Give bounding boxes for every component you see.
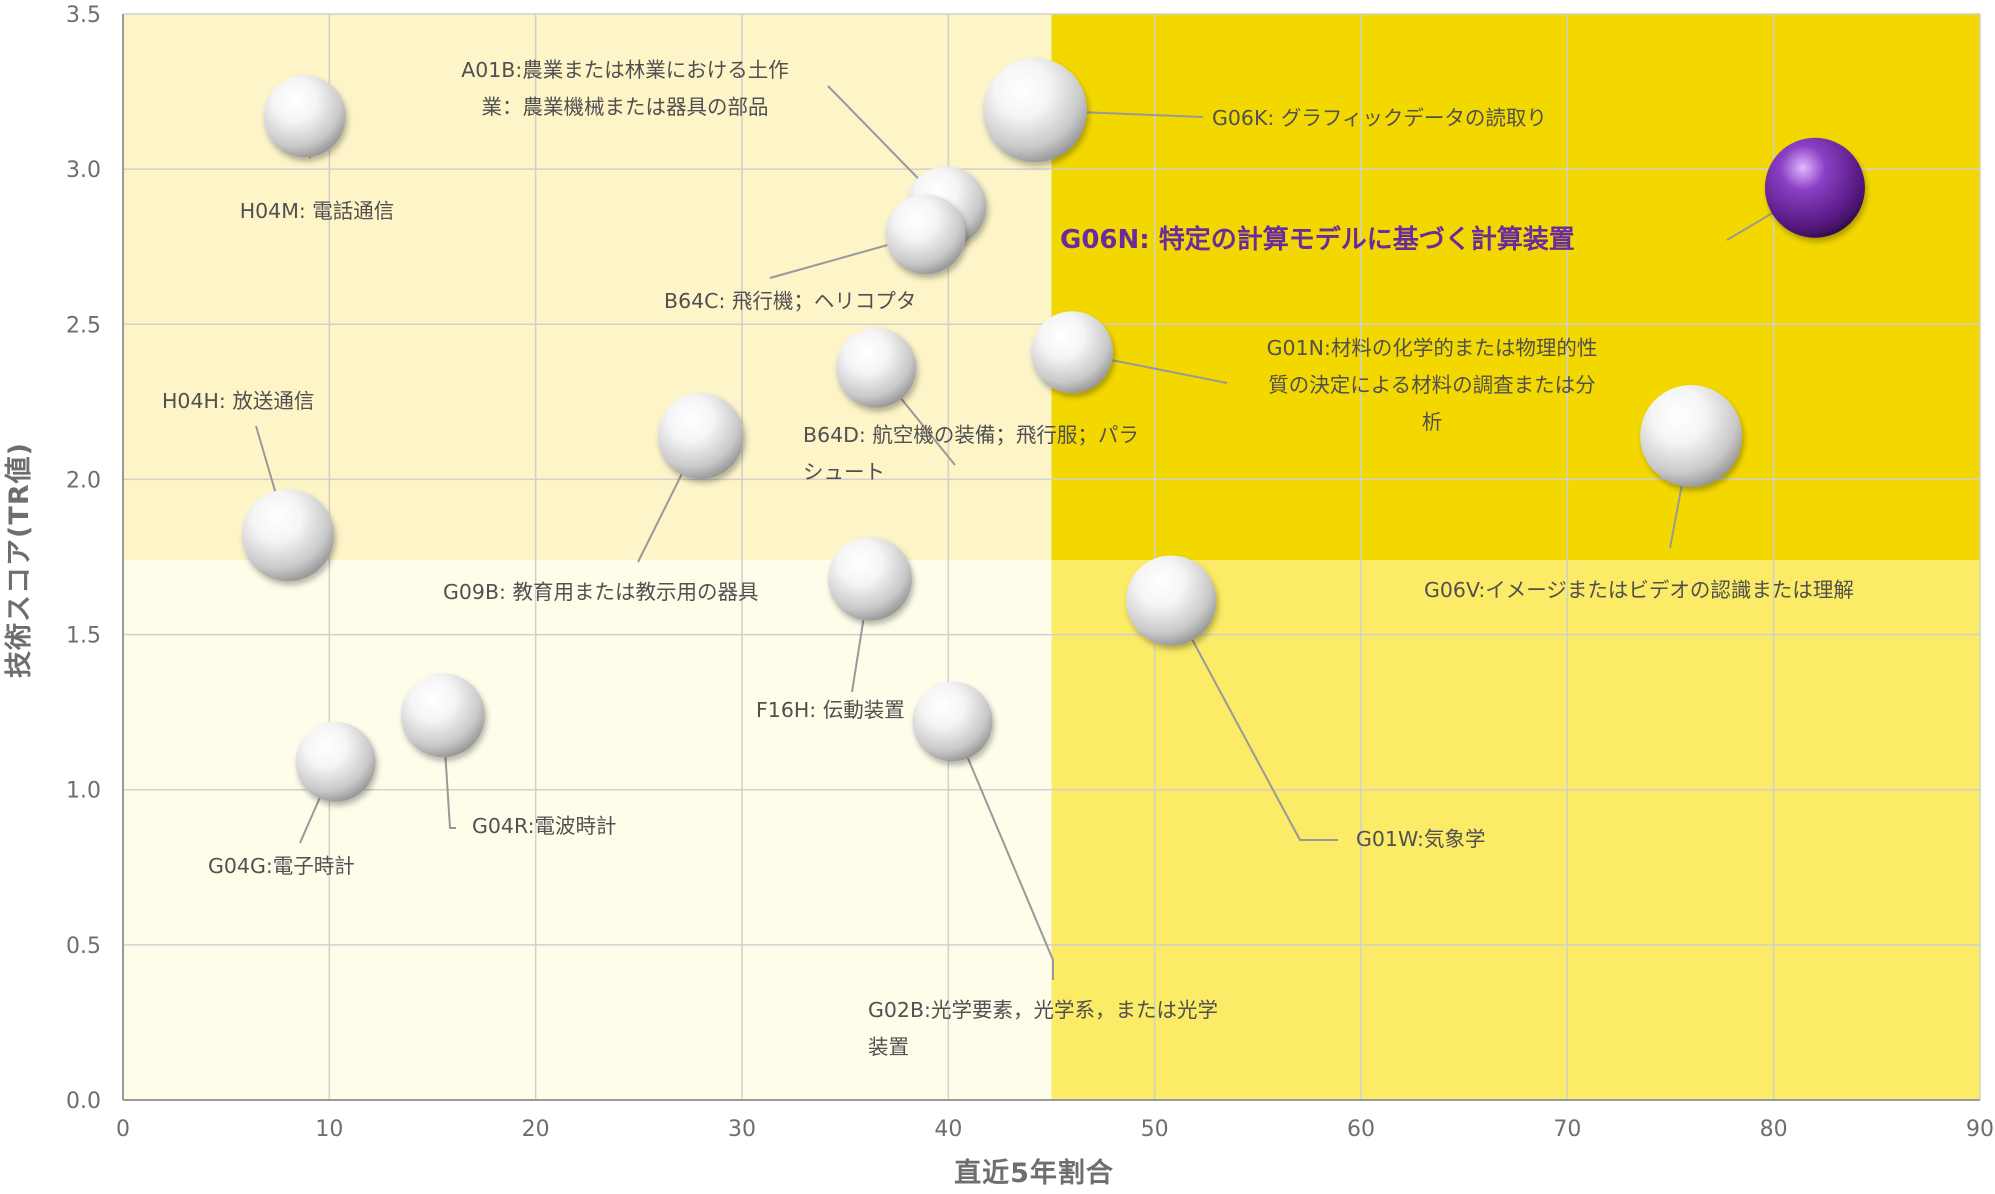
bubble (1640, 384, 1743, 487)
highlight-bubble (1764, 137, 1865, 238)
bubble-label: G02B:光学要素，光学系，または光学 (868, 998, 1218, 1022)
quadrant-upper-right (1051, 14, 1980, 561)
bubble (657, 392, 744, 479)
y-tick-label: 3.0 (66, 158, 101, 183)
bubble-label: シュート (803, 460, 885, 484)
bubbles (242, 58, 1865, 802)
bubble (827, 536, 912, 621)
bubble-label: 質の決定による材料の調査または分 (1268, 373, 1595, 397)
y-tick-label: 1.0 (66, 779, 101, 804)
bubble (885, 194, 966, 275)
bubble-label: A01B:農業または林業における土作 (461, 58, 789, 82)
bubble-label: B64C: 飛行機；ヘリコプタ (664, 289, 916, 313)
y-tick-label: 2.5 (66, 313, 101, 338)
bubble-label: F16H: 伝動装置 (756, 698, 905, 722)
bubble (1126, 555, 1217, 646)
leader-line (1170, 599, 1338, 841)
quadrant-lower-right (1051, 560, 1980, 1100)
bubble (400, 673, 485, 758)
bubble-label: G09B: 教育用または教示用の器具 (443, 580, 758, 604)
quadrant-backgrounds (123, 14, 1980, 1100)
y-tick-label: 3.5 (66, 3, 101, 28)
y-tick-label: 0.0 (66, 1089, 101, 1114)
bubble-label: 業：農業機械または器具の部品 (482, 95, 769, 119)
bubble-label: G04G:電子時計 (208, 854, 355, 878)
bubble-label: 装置 (868, 1035, 909, 1059)
x-tick-label: 20 (522, 1117, 550, 1142)
x-tick-label: 40 (934, 1117, 962, 1142)
bubble-label: G01W:気象学 (1356, 827, 1485, 851)
bubble (242, 489, 335, 582)
bubble (263, 75, 346, 158)
bubble-label: G04R:電波時計 (472, 814, 617, 838)
x-tick-label: 90 (1966, 1117, 1994, 1142)
bubble-label: H04M: 電話通信 (240, 199, 395, 223)
bubble-label: G06K: グラフィックデータの読取り (1212, 106, 1547, 130)
x-tick-label: 70 (1553, 1117, 1581, 1142)
highlight-label: G06N: 特定の計算モデルに基づく計算装置 (1060, 224, 1575, 255)
bubble-labels: H04M: 電話通信 A01B:農業または林業における土作業：農業機械または器具の… (162, 58, 1854, 1059)
x-tick-label: 0 (116, 1117, 130, 1142)
x-tick-label: 10 (315, 1117, 343, 1142)
x-tick-label: 60 (1347, 1117, 1375, 1142)
bubble-label: G01N:材料の化学的または物理的性 (1267, 336, 1598, 360)
y-tick-label: 0.5 (66, 934, 101, 959)
bubble (295, 721, 376, 802)
y-tick-label: 1.5 (66, 624, 101, 649)
bubble-label: 析 (1422, 410, 1443, 434)
y-axis-title: 技術スコア(TR値) (4, 442, 35, 678)
x-tick-label: 30 (728, 1117, 756, 1142)
bubble (836, 327, 917, 408)
x-tick-label: 80 (1760, 1117, 1788, 1142)
bubble (912, 681, 993, 762)
bubble (982, 58, 1087, 163)
leader-line (951, 721, 1054, 980)
x-tick-label: 50 (1141, 1117, 1169, 1142)
bubble-label: H04H: 放送通信 (162, 389, 314, 413)
axes: 0 10 20 30 40 50 60 70 80 90 0.0 0.5 1.0 1.5 2.0 2.5 3.0… (66, 3, 1994, 1142)
y-tick-label: 2.0 (66, 468, 101, 493)
bubble (1031, 311, 1114, 394)
bubble-label: B64D: 航空機の装備；飛行服；パラ (803, 423, 1139, 447)
bubble-label: G06V:イメージまたはビデオの認識または理解 (1424, 578, 1854, 602)
x-axis-title: 直近5年割合 (954, 1157, 1114, 1189)
quadrant-lower-left (123, 560, 1052, 1100)
